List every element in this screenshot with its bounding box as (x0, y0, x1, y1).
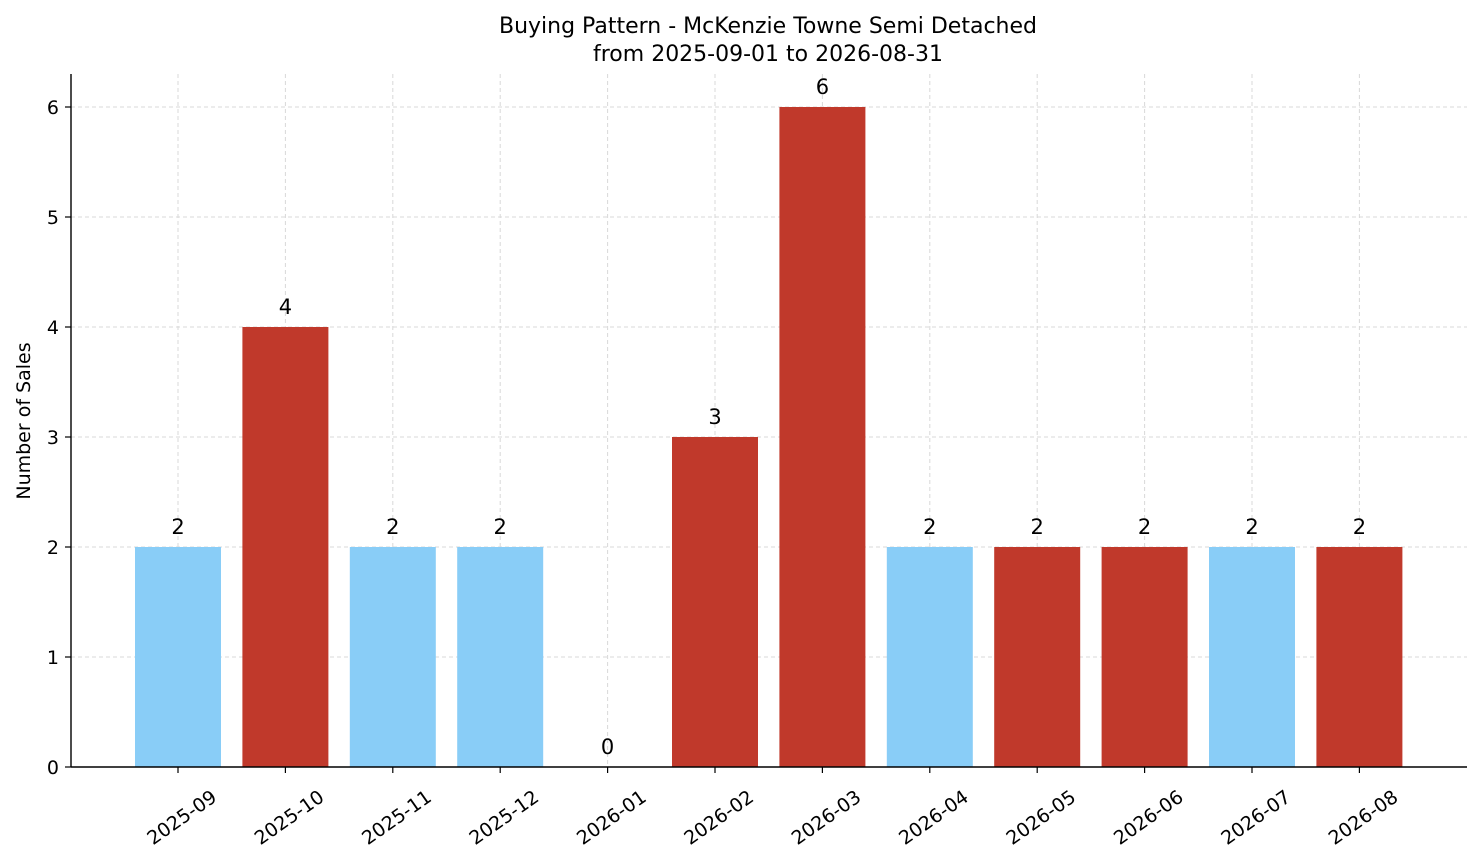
x-tick-label: 2026-01 (573, 786, 651, 850)
bar (994, 547, 1081, 767)
bar (886, 547, 973, 767)
y-tick-label: 1 (47, 647, 59, 669)
bar (779, 107, 866, 767)
x-tick-label: 2026-04 (895, 786, 973, 850)
x-tick-label: 2026-03 (788, 786, 866, 850)
bar-value-label: 4 (279, 295, 292, 319)
bar (349, 547, 436, 767)
bar-value-label: 3 (708, 405, 721, 429)
bar (1209, 547, 1295, 767)
y-tick-label: 0 (47, 757, 59, 779)
bar-value-label: 2 (171, 515, 184, 539)
x-tick-label: 2025-11 (358, 786, 436, 850)
bar (672, 437, 758, 767)
y-axis-label: Number of Sales (13, 342, 35, 499)
x-tick-label: 2026-06 (1110, 786, 1188, 850)
y-tick-label: 3 (47, 427, 59, 449)
x-tick-label: 2025-12 (465, 786, 543, 850)
y-tick-label: 5 (47, 207, 59, 229)
chart-subtitle: from 2025-09-01 to 2026-08-31 (593, 42, 943, 67)
y-tick-label: 6 (47, 97, 59, 119)
y-tick-label: 2 (47, 537, 59, 559)
chart-title: Buying Pattern - McKenzie Towne Semi Det… (499, 14, 1037, 39)
bar (457, 547, 544, 767)
bar-value-labels: 2 4 2 2 0 3 6 2 2 2 2 2 (171, 75, 1366, 759)
x-tick-label: 2026-08 (1325, 786, 1403, 850)
x-tick-label: 2026-07 (1217, 786, 1295, 850)
bar-value-label: 2 (1353, 515, 1366, 539)
x-tick-label: 2025-09 (143, 786, 221, 850)
y-tick-label: 4 (47, 317, 59, 339)
bars (135, 107, 1403, 767)
bar (242, 327, 329, 767)
bar-value-label: 2 (1138, 515, 1151, 539)
bar-value-label: 2 (1031, 515, 1044, 539)
bar-value-label: 2 (386, 515, 399, 539)
bar (1316, 547, 1403, 767)
axes (70, 74, 1467, 768)
bar-value-label: 0 (601, 735, 614, 759)
bar (135, 547, 221, 767)
x-tick-label: 2026-05 (1002, 786, 1080, 850)
x-tick-label: 2025-10 (251, 786, 329, 850)
bar-value-label: 2 (494, 515, 507, 539)
bar-value-label: 2 (923, 515, 936, 539)
x-tick-label: 2026-02 (680, 786, 758, 850)
bar-value-label: 2 (1245, 515, 1258, 539)
bar-value-label: 6 (816, 75, 829, 99)
bar (1101, 547, 1188, 767)
